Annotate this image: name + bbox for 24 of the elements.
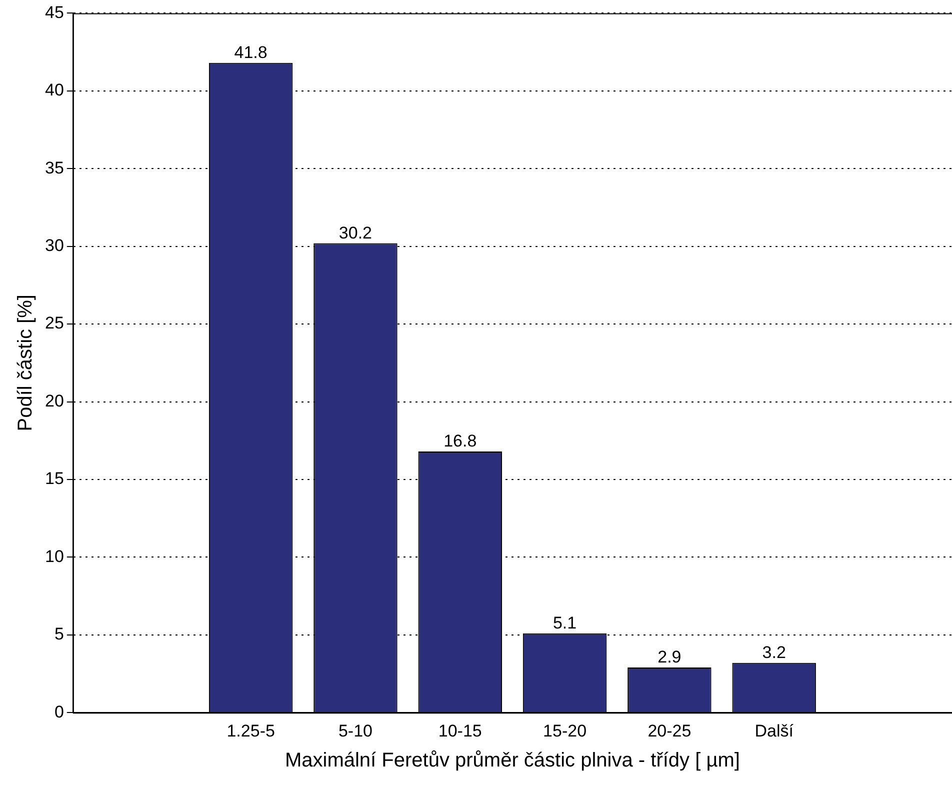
data-label: 41.8 [234,43,268,62]
y-tick-label: 30 [44,236,64,256]
y-tick-label: 45 [44,2,64,22]
x-tick-label: 5-10 [338,721,372,740]
y-tick-label: 35 [44,158,64,178]
y-tick-label: 20 [44,391,64,410]
y-tick-label: 0 [54,702,64,722]
x-tick-label: 1.25-5 [226,721,275,740]
data-label: 30.2 [338,223,372,242]
data-label: 2.9 [658,648,682,667]
data-label: 3.2 [762,643,786,662]
y-axis-title: Podíl částic [%] [14,294,37,432]
y-tick-label: 5 [54,624,64,644]
y-tick-label: 10 [44,546,64,566]
y-tick-label: 40 [44,80,64,100]
y-tick-label: 25 [44,314,64,333]
x-tick-label: 10-15 [438,721,482,740]
x-tick-label: Další [754,721,794,740]
y-tick-label: 15 [44,469,64,488]
data-label: 5.1 [552,614,577,633]
x-axis-title: Maximální Feretův průměr částic plniva - třídy [ µm] [284,750,740,772]
x-tick-label: 15-20 [543,721,587,740]
data-label: 16.8 [444,432,477,451]
x-tick-label: 20-25 [648,721,692,740]
